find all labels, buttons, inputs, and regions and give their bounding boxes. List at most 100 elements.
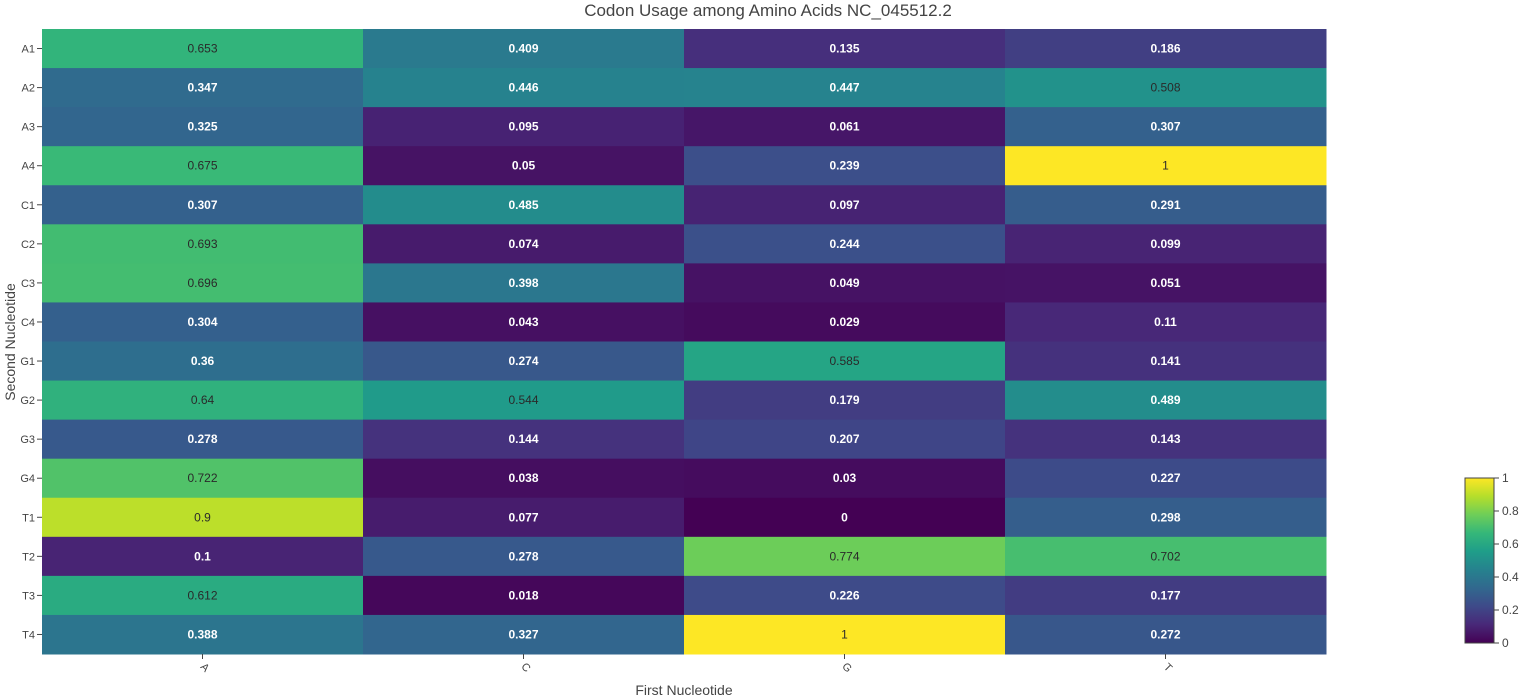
cell-value-label: 0.043 <box>508 315 538 329</box>
heatmap-cell <box>1005 107 1327 147</box>
heatmap-cell <box>684 341 1006 382</box>
heatmap-cell <box>684 68 1006 108</box>
heatmap-cell <box>363 146 685 186</box>
y-tick-label: C1 <box>21 200 35 212</box>
heatmap-cell <box>684 146 1006 186</box>
cell-value-label: 1 <box>841 627 848 641</box>
cell-value-label: 0.304 <box>187 315 217 329</box>
cell-value-label: 0.11 <box>1154 315 1177 329</box>
heatmap-cell <box>1005 224 1327 264</box>
cell-value-label: 0.702 <box>1150 549 1180 563</box>
cell-value-label: 0.9 <box>194 510 211 524</box>
chart-title: Codon Usage among Amino Acids NC_045512.… <box>584 1 952 20</box>
colorbar-tick-label: 0.4 <box>1502 570 1519 584</box>
cell-value-label: 0.186 <box>1150 42 1180 56</box>
cell-value-label: 0.508 <box>1150 81 1180 95</box>
heatmap-cell <box>42 497 364 538</box>
heatmap-cell <box>42 263 364 303</box>
cell-value-label: 0.653 <box>187 42 217 56</box>
cell-value-label: 0.446 <box>508 81 538 95</box>
heatmap-cell <box>363 380 685 421</box>
heatmap-cell <box>684 185 1006 225</box>
heatmap-cell <box>684 458 1006 499</box>
y-tick-label: C4 <box>21 317 35 329</box>
cell-value-label: 0.226 <box>829 588 859 602</box>
cell-value-label: 0.061 <box>829 120 859 134</box>
y-axis-title: Second Nucleotide <box>2 283 18 401</box>
colorbar: 0 0.2 0.4 0.6 0.8 1 <box>1464 471 1519 650</box>
y-tick-label: G3 <box>20 434 35 446</box>
cell-value-label: 0.179 <box>829 393 859 407</box>
cell-value-label: 0.095 <box>508 120 538 134</box>
heatmap-cell <box>363 419 685 460</box>
heatmap-cell <box>42 380 364 421</box>
heatmap-cell <box>684 497 1006 538</box>
cell-value-label: 0.143 <box>1150 432 1180 446</box>
heatmap-cell <box>684 575 1006 616</box>
y-tick-label: C3 <box>21 278 35 290</box>
x-tick-label: A <box>198 661 212 675</box>
cell-value-label: 0.1 <box>194 549 211 563</box>
heatmap-cell <box>684 224 1006 264</box>
heatmap-cell <box>42 458 364 499</box>
heatmap-cell <box>42 419 364 460</box>
heatmap-cell <box>1005 380 1327 421</box>
heatmap-cell <box>1005 68 1327 108</box>
heatmap-cell <box>363 575 685 616</box>
heatmap-cell <box>1005 497 1327 538</box>
heatmap-cell <box>42 146 364 186</box>
heatmap-cell <box>363 263 685 303</box>
heatmap-cell <box>684 419 1006 460</box>
heatmap-cell <box>1005 146 1327 186</box>
colorbar-tick-label: 1 <box>1502 471 1509 485</box>
y-tick-label: A4 <box>22 161 35 173</box>
colorbar-tick-label: 0.2 <box>1502 603 1519 617</box>
heatmap-cell <box>1005 263 1327 303</box>
heatmap-cell <box>1005 458 1327 499</box>
cell-value-label: 0.135 <box>829 42 859 56</box>
y-tick-label: T3 <box>22 590 35 602</box>
heatmap-cell <box>684 29 1006 69</box>
cell-value-label: 0.307 <box>1150 120 1180 134</box>
heatmap-cell <box>42 536 364 577</box>
cell-value-label: 0.447 <box>829 81 859 95</box>
y-tick-label: C2 <box>21 239 35 251</box>
heatmap-cell <box>1005 536 1327 577</box>
cell-value-label: 0.097 <box>829 198 859 212</box>
cell-value-label: 0.074 <box>508 237 538 251</box>
cell-value-label: 0.347 <box>187 81 217 95</box>
y-tick-label: A1 <box>22 44 35 56</box>
cell-value-label: 0.693 <box>187 237 217 251</box>
y-tick-label: G2 <box>20 395 35 407</box>
heatmap-cell <box>363 458 685 499</box>
x-axis-title: First Nucleotide <box>635 682 732 698</box>
heatmap-cell <box>1005 419 1327 460</box>
heatmap-cell <box>1005 302 1327 342</box>
cell-value-label: 0.722 <box>187 471 217 485</box>
heatmap-cell <box>684 536 1006 577</box>
cell-value-label: 0.227 <box>1150 471 1180 485</box>
cell-value-label: 0.029 <box>829 315 859 329</box>
cell-value-label: 0.077 <box>508 510 538 524</box>
heatmap-cell <box>42 341 364 382</box>
cell-value-label: 0.774 <box>829 549 859 563</box>
cell-value-label: 0.018 <box>508 588 538 602</box>
heatmap-cell <box>42 185 364 225</box>
cell-value-label: 0.388 <box>187 627 217 641</box>
heatmap-cell <box>1005 185 1327 225</box>
heatmap-cell <box>42 107 364 147</box>
cell-value-label: 0.585 <box>829 354 859 368</box>
cell-value-label: 0.675 <box>187 159 217 173</box>
heatmap-cell <box>363 341 685 382</box>
heatmap-cell <box>684 380 1006 421</box>
y-tick-label: A3 <box>22 122 35 134</box>
heatmap-cell <box>42 302 364 342</box>
heatmap-cell <box>363 185 685 225</box>
heatmap-cell <box>363 497 685 538</box>
y-tick-label: T4 <box>22 629 35 641</box>
heatmap-cell <box>1005 29 1327 69</box>
heatmap-cell <box>684 302 1006 342</box>
cell-value-label: 0.291 <box>1150 198 1180 212</box>
cell-value-label: 0.278 <box>187 432 217 446</box>
